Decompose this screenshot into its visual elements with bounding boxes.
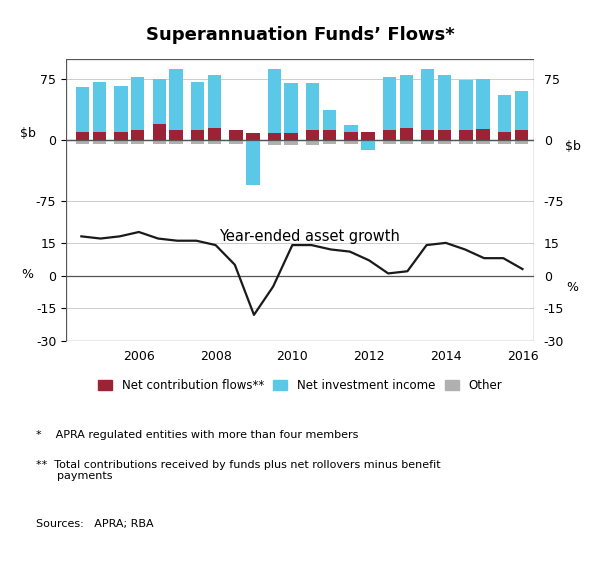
Bar — [152, 123, 166, 140]
Bar — [515, 140, 528, 144]
Bar — [169, 69, 183, 130]
Bar — [284, 140, 298, 145]
Bar — [191, 82, 204, 130]
Bar — [421, 69, 434, 130]
Bar — [114, 86, 128, 132]
Y-axis label: %: % — [22, 268, 34, 281]
Y-axis label: $b: $b — [565, 140, 580, 153]
Bar — [208, 75, 221, 128]
Bar — [284, 133, 298, 140]
Bar — [476, 79, 490, 129]
Text: *    APRA regulated entities with more than four members: * APRA regulated entities with more than… — [36, 430, 358, 440]
Bar — [131, 130, 145, 140]
Text: Superannuation Funds’ Flows*: Superannuation Funds’ Flows* — [146, 26, 454, 45]
Bar — [76, 140, 89, 144]
Bar — [438, 130, 451, 140]
Bar — [400, 140, 413, 144]
Bar — [344, 132, 358, 140]
Bar — [191, 140, 204, 144]
Bar — [323, 110, 336, 130]
Bar — [323, 140, 336, 144]
Bar — [438, 75, 451, 130]
Bar — [169, 130, 183, 140]
Bar — [246, 140, 260, 185]
Bar — [268, 133, 281, 140]
Bar — [476, 129, 490, 140]
Bar — [306, 83, 319, 130]
Bar — [400, 128, 413, 140]
Bar — [131, 140, 145, 144]
Bar — [323, 130, 336, 140]
Bar — [361, 140, 374, 144]
Bar — [169, 140, 183, 144]
Bar — [498, 95, 511, 132]
Bar — [208, 140, 221, 144]
Bar — [515, 130, 528, 140]
Bar — [460, 140, 473, 144]
Bar — [191, 130, 204, 140]
Bar — [421, 130, 434, 140]
Bar — [383, 78, 396, 130]
Bar — [246, 133, 260, 140]
Bar — [114, 140, 128, 144]
Bar — [476, 140, 490, 144]
Bar — [460, 80, 473, 130]
Bar — [400, 75, 413, 128]
Bar — [92, 132, 106, 140]
Legend: Net contribution flows**, Net investment income, Other: Net contribution flows**, Net investment… — [93, 375, 507, 397]
Bar — [421, 140, 434, 144]
Bar — [229, 140, 242, 144]
Bar — [383, 140, 396, 144]
Bar — [246, 140, 260, 144]
Bar — [438, 140, 451, 144]
Bar — [383, 130, 396, 140]
Bar — [498, 132, 511, 140]
Bar — [306, 130, 319, 140]
Bar — [344, 140, 358, 144]
Bar — [229, 130, 242, 140]
Bar — [460, 130, 473, 140]
Bar — [208, 128, 221, 140]
Bar — [76, 132, 89, 140]
Bar — [306, 140, 319, 145]
Bar — [284, 83, 298, 133]
Y-axis label: $b: $b — [20, 127, 35, 140]
Y-axis label: %: % — [566, 281, 578, 294]
Bar — [92, 140, 106, 144]
Bar — [114, 132, 128, 140]
Bar — [361, 132, 374, 140]
Bar — [76, 87, 89, 132]
Bar — [268, 140, 281, 145]
Bar — [515, 91, 528, 130]
Bar — [131, 78, 145, 130]
Bar — [498, 140, 511, 144]
Bar — [344, 125, 358, 132]
Text: Year-ended asset growth: Year-ended asset growth — [219, 229, 400, 245]
Text: **  Total contributions received by funds plus net rollovers minus benefit
     : ** Total contributions received by funds… — [36, 460, 440, 482]
Bar — [152, 140, 166, 144]
Text: Sources:   APRA; RBA: Sources: APRA; RBA — [36, 519, 154, 529]
Bar — [361, 140, 374, 150]
Bar — [268, 69, 281, 133]
Bar — [152, 79, 166, 123]
Bar — [92, 82, 106, 132]
